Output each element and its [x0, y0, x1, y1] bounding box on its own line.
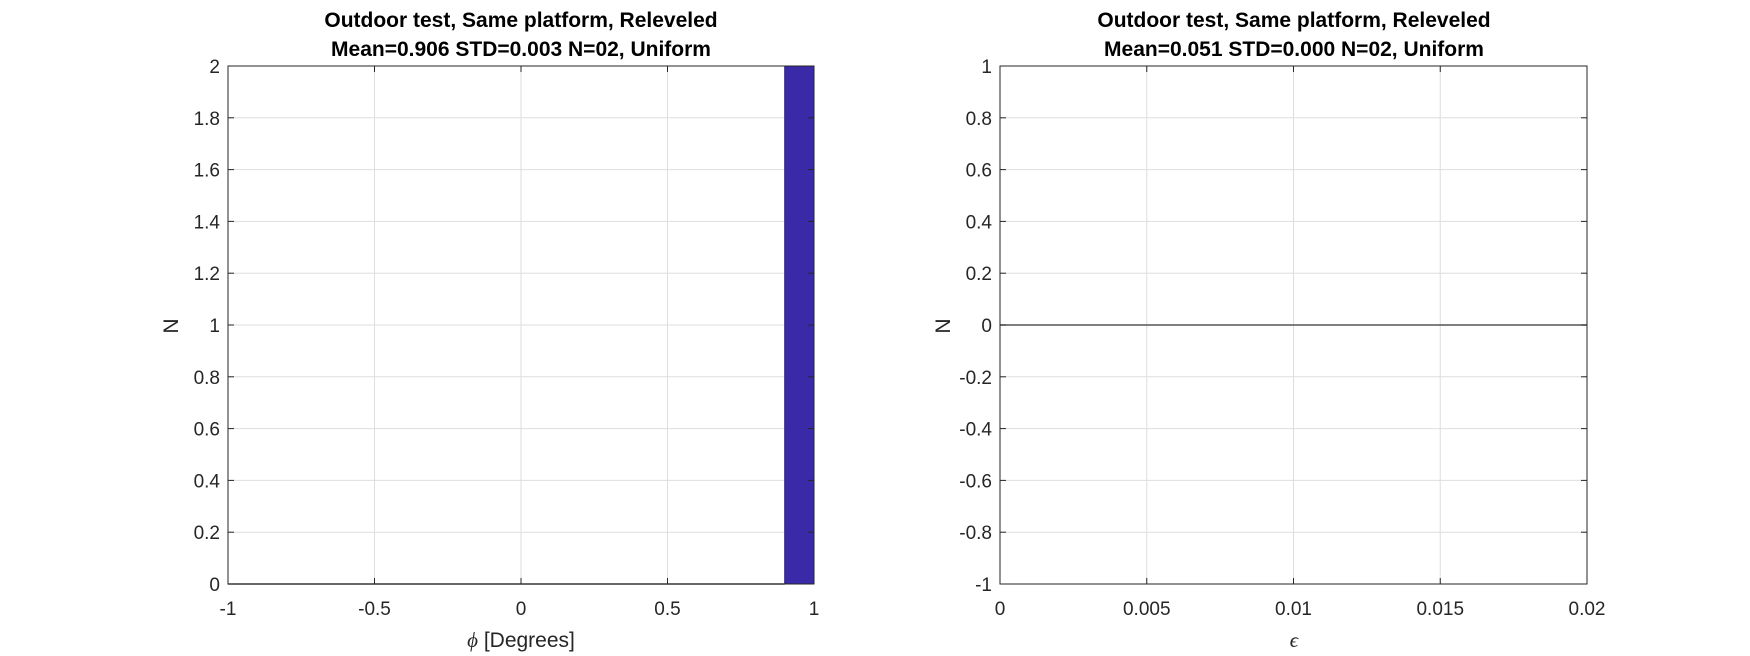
- x-axis-symbol: ϵ: [1290, 628, 1300, 652]
- x-axis-symbol: ϕ: [467, 628, 478, 652]
- y-tick-label: 1.2: [194, 264, 220, 285]
- y-tick-label: 0.2: [194, 523, 220, 544]
- x-tick-label: 1: [809, 599, 820, 620]
- x-tick-label: 0.5: [654, 599, 680, 620]
- y-tick-label: 0.6: [194, 420, 220, 441]
- y-tick-label: 1: [981, 57, 992, 78]
- y-tick-label: 0: [981, 316, 992, 337]
- chart-title-line-2: Mean=0.906 STD=0.003 N=02, Uniform: [331, 38, 711, 61]
- y-tick-label: 0.2: [966, 264, 992, 285]
- chart-title-line-1: Outdoor test, Same platform, Releveled: [324, 9, 717, 32]
- x-tick-label: 0.005: [1123, 599, 1171, 620]
- y-tick-label: -0.6: [959, 471, 992, 492]
- histogram-phi: Outdoor test, Same platform, Releveled M…: [160, 9, 819, 652]
- x-tick-label: -0.5: [358, 599, 391, 620]
- chart-title-line-1: Outdoor test, Same platform, Releveled: [1097, 9, 1490, 32]
- x-axis-label: ϵ: [1290, 628, 1300, 652]
- y-tick-label: 0.6: [966, 161, 992, 182]
- y-axis-label: N: [932, 318, 955, 333]
- x-tick-label: 0: [995, 599, 1006, 620]
- x-tick-label: 0: [516, 599, 527, 620]
- x-axis-unit: [Degrees]: [478, 629, 575, 652]
- y-tick-label: -0.4: [959, 420, 992, 441]
- y-tick-label: -1: [975, 575, 992, 596]
- x-axis-label: ϕ [Degrees]: [467, 628, 575, 652]
- y-tick-label: 0.8: [966, 109, 992, 130]
- y-tick-label: -0.8: [959, 523, 992, 544]
- y-tick-label: 0.4: [966, 212, 993, 233]
- y-tick-label: 0.4: [194, 471, 221, 492]
- x-tick-label: 0.02: [1569, 599, 1606, 620]
- y-tick-label: 0: [209, 575, 220, 596]
- histogram-epsilon: Outdoor test, Same platform, Releveled M…: [932, 9, 1605, 652]
- y-tick-label: 1: [209, 316, 220, 337]
- y-tick-label: 1.8: [194, 109, 220, 130]
- x-tick-label: 0.01: [1275, 599, 1312, 620]
- y-tick-label: 0.8: [194, 368, 220, 389]
- x-tick-label: 0.015: [1416, 599, 1464, 620]
- chart-title-line-2: Mean=0.051 STD=0.000 N=02, Uniform: [1104, 38, 1484, 61]
- x-tick-label: -1: [220, 599, 237, 620]
- y-tick-label: -0.2: [959, 368, 992, 389]
- y-tick-label: 1.6: [194, 161, 220, 182]
- y-tick-label: 1.4: [194, 212, 221, 233]
- y-tick-label: 2: [209, 57, 220, 78]
- y-axis-label: N: [160, 318, 183, 333]
